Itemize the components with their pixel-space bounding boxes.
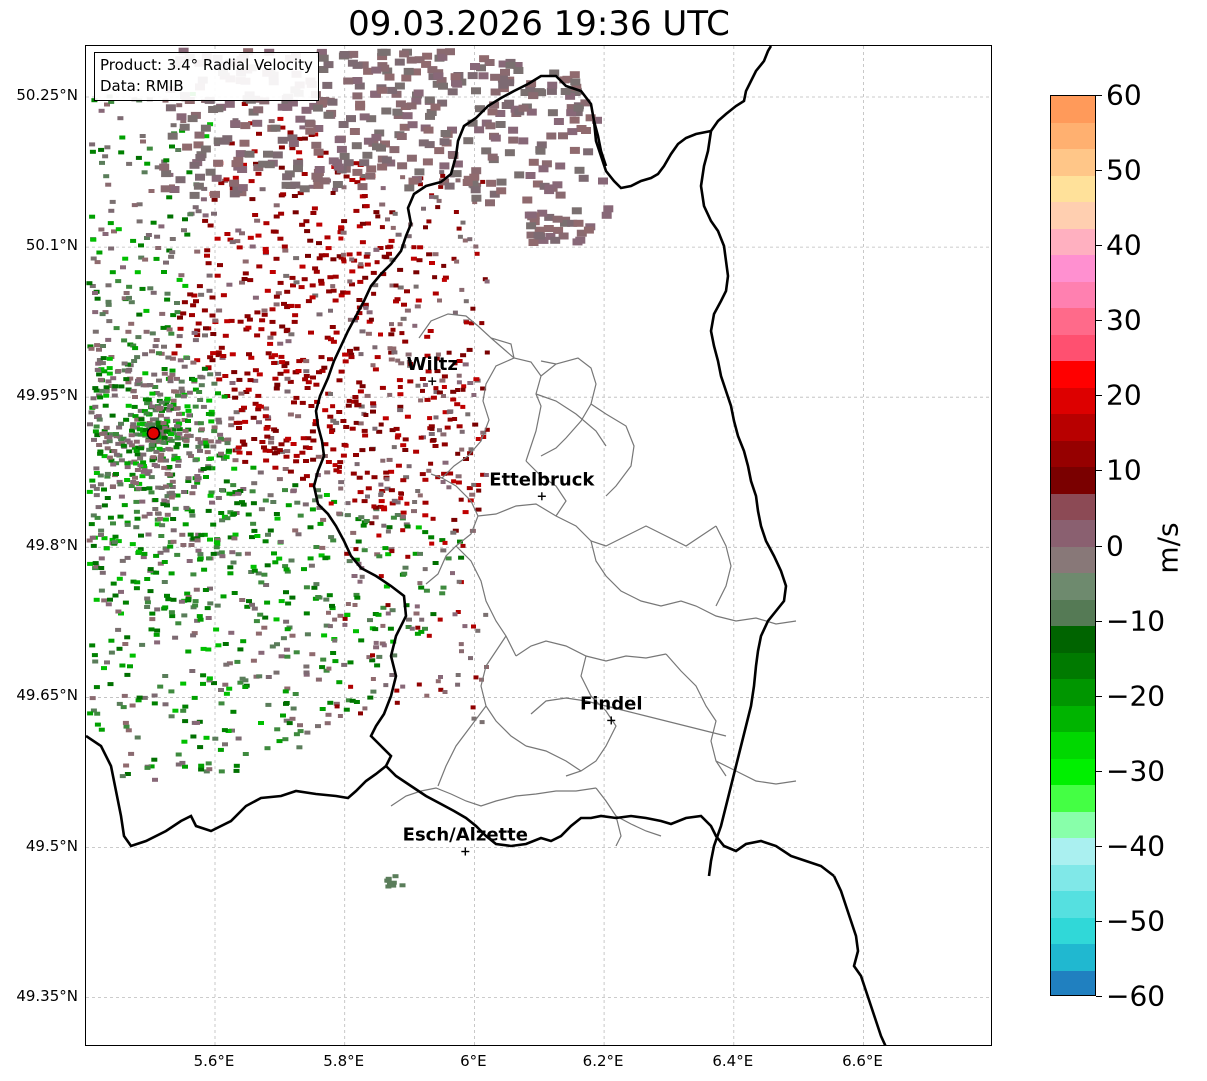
colorbar-tick <box>1096 620 1102 622</box>
colorbar-segment <box>1051 334 1095 361</box>
colorbar-segment <box>1051 891 1095 918</box>
colorbar-unit-label: m/s <box>1151 522 1185 574</box>
colorbar-segment <box>1051 202 1095 229</box>
city-marker: Wiltz <box>407 354 458 386</box>
colorbar-segment <box>1051 652 1095 679</box>
colorbar-tick-label: 10 <box>1106 453 1142 487</box>
colorbar-segment <box>1051 520 1095 547</box>
map-canvas: Wiltz Ettelbruck Findel Esch/Alzette <box>86 46 991 1045</box>
colorbar-segment <box>1051 96 1095 123</box>
colorbar-segment <box>1051 705 1095 732</box>
latitude-label: 49.65°N <box>16 686 78 705</box>
colorbar-tick-label: −30 <box>1106 754 1166 788</box>
colorbar-tick-label: −10 <box>1106 604 1166 638</box>
product-info-box: Product: 3.4° Radial Velocity Data: RMIB <box>94 52 319 101</box>
colorbar-tick-label: 0 <box>1106 529 1124 562</box>
city-label: Esch/Alzette <box>403 825 528 846</box>
canton-borders <box>390 313 797 847</box>
colorbar-segment <box>1051 679 1095 706</box>
colorbar-tick-label: 40 <box>1106 228 1142 262</box>
colorbar-segment <box>1051 811 1095 838</box>
colorbar-segment <box>1051 838 1095 865</box>
colorbar-segment <box>1051 308 1095 335</box>
colorbar-tick <box>1096 95 1102 96</box>
colorbar-tick <box>1096 470 1102 472</box>
longitude-label: 6.2°E <box>582 1052 624 1070</box>
city-marker: Ettelbruck <box>489 469 595 501</box>
colorbar-tick <box>1096 395 1102 397</box>
colorbar-segment <box>1051 944 1095 971</box>
colorbar-tick <box>1096 770 1102 772</box>
product-label: Product: 3.4° Radial Velocity <box>100 56 313 74</box>
longitude-label: 5.6°E <box>193 1052 235 1070</box>
city-label: Findel <box>580 693 643 714</box>
colorbar-segment <box>1051 467 1095 494</box>
colorbar-segment <box>1051 758 1095 785</box>
latitude-label: 49.95°N <box>16 386 78 405</box>
colorbar-segment <box>1051 281 1095 308</box>
colorbar-segment <box>1051 917 1095 944</box>
colorbar-segment <box>1051 414 1095 441</box>
city-markers: Wiltz Ettelbruck Findel Esch/Alzette <box>403 354 643 856</box>
longitude-label: 5.8°E <box>323 1052 365 1070</box>
colorbar-segment <box>1051 573 1095 600</box>
radar-echoes <box>86 47 614 889</box>
colorbar-segment <box>1051 440 1095 467</box>
colorbar-segment <box>1051 387 1095 414</box>
colorbar-segment <box>1051 493 1095 520</box>
colorbar-tick <box>1096 996 1102 997</box>
velocity-colorbar <box>1050 95 1096 996</box>
latitude-label: 49.5°N <box>25 836 78 855</box>
radar-site-marker <box>146 426 161 440</box>
colorbar-segment <box>1051 732 1095 759</box>
colorbar-segment <box>1051 970 1095 995</box>
longitude-label: 6°E <box>460 1052 487 1070</box>
colorbar-tick-label: −50 <box>1106 904 1166 938</box>
colorbar-tick-label: 50 <box>1106 153 1142 187</box>
colorbar-segment <box>1051 599 1095 626</box>
colorbar-segment <box>1051 361 1095 388</box>
colorbar-tick <box>1096 170 1102 172</box>
colorbar-tick <box>1096 845 1102 847</box>
colorbar-segment <box>1051 175 1095 202</box>
colorbar-segment <box>1051 864 1095 891</box>
city-label: Wiltz <box>407 354 458 375</box>
latitude-label: 49.35°N <box>16 986 78 1005</box>
latitude-label: 49.8°N <box>25 536 78 555</box>
colorbar-segment <box>1051 785 1095 812</box>
colorbar-tick <box>1096 545 1102 547</box>
colorbar-tick-label: 30 <box>1106 303 1142 337</box>
longitude-label: 6.6°E <box>842 1052 883 1070</box>
city-marker: Findel <box>580 693 643 725</box>
graticule <box>86 46 991 1045</box>
map-title: 09.03.2026 19:36 UTC <box>348 4 730 44</box>
country-borders <box>86 46 887 1045</box>
colorbar-tick <box>1096 920 1102 922</box>
map-area[interactable]: Wiltz Ettelbruck Findel Esch/Alzette <box>85 45 992 1046</box>
colorbar-tick-label: −20 <box>1106 679 1166 713</box>
colorbar-segment <box>1051 626 1095 653</box>
colorbar-tick <box>1096 695 1102 697</box>
city-marker: Esch/Alzette <box>403 825 528 856</box>
latitude-label: 50.1°N <box>25 236 78 255</box>
latitude-label: 50.25°N <box>16 86 78 104</box>
colorbar-tick <box>1096 320 1102 322</box>
colorbar-segment <box>1051 122 1095 149</box>
colorbar-tick-label: −40 <box>1106 829 1166 863</box>
colorbar-segment <box>1051 546 1095 573</box>
colorbar-segment <box>1051 149 1095 176</box>
colorbar-segment <box>1051 228 1095 255</box>
colorbar-segment <box>1051 255 1095 282</box>
city-label: Ettelbruck <box>489 469 595 490</box>
longitude-label: 6.4°E <box>712 1052 754 1070</box>
colorbar-tick-label: −60 <box>1106 979 1166 1013</box>
colorbar-tick <box>1096 245 1102 247</box>
data-source-label: Data: RMIB <box>100 77 184 95</box>
colorbar-tick-label: 20 <box>1106 378 1142 412</box>
colorbar-tick-label: 60 <box>1106 78 1142 112</box>
